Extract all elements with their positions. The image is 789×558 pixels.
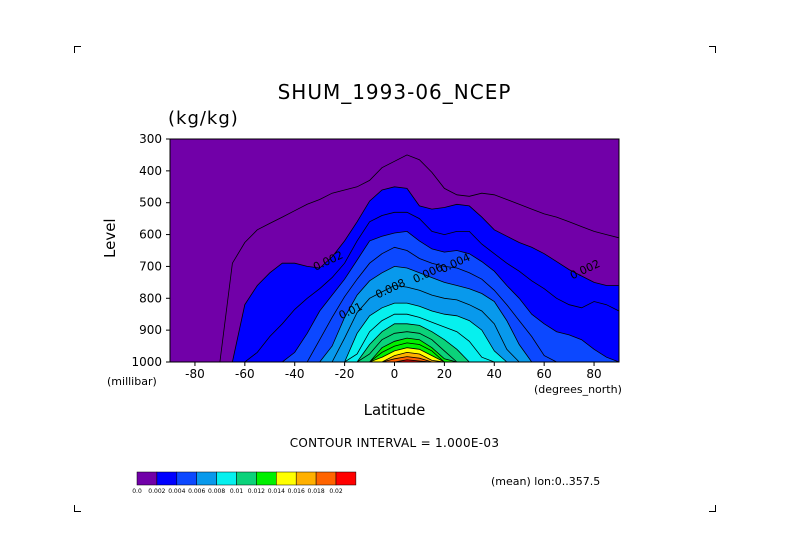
colorbar-label: 0.01 — [230, 488, 244, 495]
x-tick-label: 0 — [391, 367, 399, 381]
colorbar-label: 0.002 — [148, 488, 165, 495]
x-axis-units: (degrees_north) — [534, 383, 622, 396]
colorbar-swatch — [256, 471, 277, 486]
crop-mark-top-left — [74, 46, 81, 53]
mean-longitude-text: (mean) lon:0..357.5 — [491, 475, 601, 488]
x-tick-label: -20 — [335, 367, 355, 381]
x-tick-label: 20 — [437, 367, 452, 381]
chart-title: SHUM_1993-06_NCEP — [277, 80, 512, 104]
colorbar-swatch — [295, 471, 317, 486]
y-tick-label: 500 — [139, 196, 162, 210]
y-tick-label: 300 — [139, 132, 162, 146]
x-tick-label: 80 — [586, 367, 601, 381]
colorbar-swatch — [176, 471, 197, 486]
contour-interval-text: CONTOUR INTERVAL = 1.000E-03 — [289, 436, 500, 450]
contour-0.001 — [219, 154, 620, 363]
colorbar-label: 0.018 — [308, 488, 325, 495]
colorbar-swatch — [216, 471, 237, 486]
colorbar-label: 0.014 — [268, 488, 285, 495]
colorbar: 0.0 0.002 0.004 0.006 0.008 0.01 0.012 0.014 0.0… — [132, 471, 357, 495]
chart-units: (kg/kg) — [168, 108, 239, 129]
x-tick-label: 60 — [537, 367, 552, 381]
y-tick-label: 600 — [139, 228, 162, 242]
colorbar-swatch — [196, 471, 217, 486]
contour-0.003 — [219, 211, 620, 363]
colorbar-label: 0.02 — [329, 488, 343, 495]
y-tick-label: 700 — [139, 259, 162, 273]
x-tick-label: -80 — [185, 367, 205, 381]
x-axis-ticks: -80 -60 -40 -20 0 20 40 60 80 — [185, 362, 602, 381]
colorbar-swatch — [276, 471, 297, 486]
x-tick-label: -40 — [285, 367, 305, 381]
y-axis-label: Level — [101, 218, 119, 258]
colorbar-swatch — [315, 471, 337, 486]
colorbar-swatch — [335, 471, 357, 486]
y-tick-label: 1000 — [131, 355, 162, 369]
x-tick-label: 40 — [487, 367, 502, 381]
crop-mark-bottom-right — [709, 505, 716, 512]
y-tick-label: 900 — [139, 323, 162, 337]
x-axis-label: Latitude — [363, 401, 426, 419]
contour-fills — [170, 139, 619, 362]
colorbar-swatch — [156, 471, 178, 486]
contour-0.002 — [219, 186, 619, 363]
x-tick-label: -60 — [235, 367, 255, 381]
fill-level-0.015 — [219, 352, 619, 362]
fill-level-0.016 — [219, 356, 619, 362]
colorbar-label: 0.004 — [168, 488, 185, 495]
colorbar-swatch — [236, 471, 257, 486]
colorbar-label: 0.006 — [188, 488, 205, 495]
y-tick-label: 800 — [139, 291, 162, 305]
colorbar-swatch — [136, 471, 158, 486]
y-axis-units: (millibar) — [107, 375, 157, 388]
y-tick-label: 400 — [139, 164, 162, 178]
crop-mark-bottom-left — [74, 505, 81, 512]
colorbar-label: 0.016 — [288, 488, 305, 495]
colorbar-label: 0.0 — [132, 488, 142, 495]
y-axis-label-text: Level — [101, 218, 119, 258]
colorbar-label: 0.012 — [248, 488, 265, 495]
crop-mark-top-right — [709, 46, 716, 53]
contour-0.004 — [219, 230, 620, 363]
y-axis-ticks: 300 400 500 600 700 800 900 1000 — [131, 132, 170, 369]
colorbar-label: 0.008 — [208, 488, 225, 495]
